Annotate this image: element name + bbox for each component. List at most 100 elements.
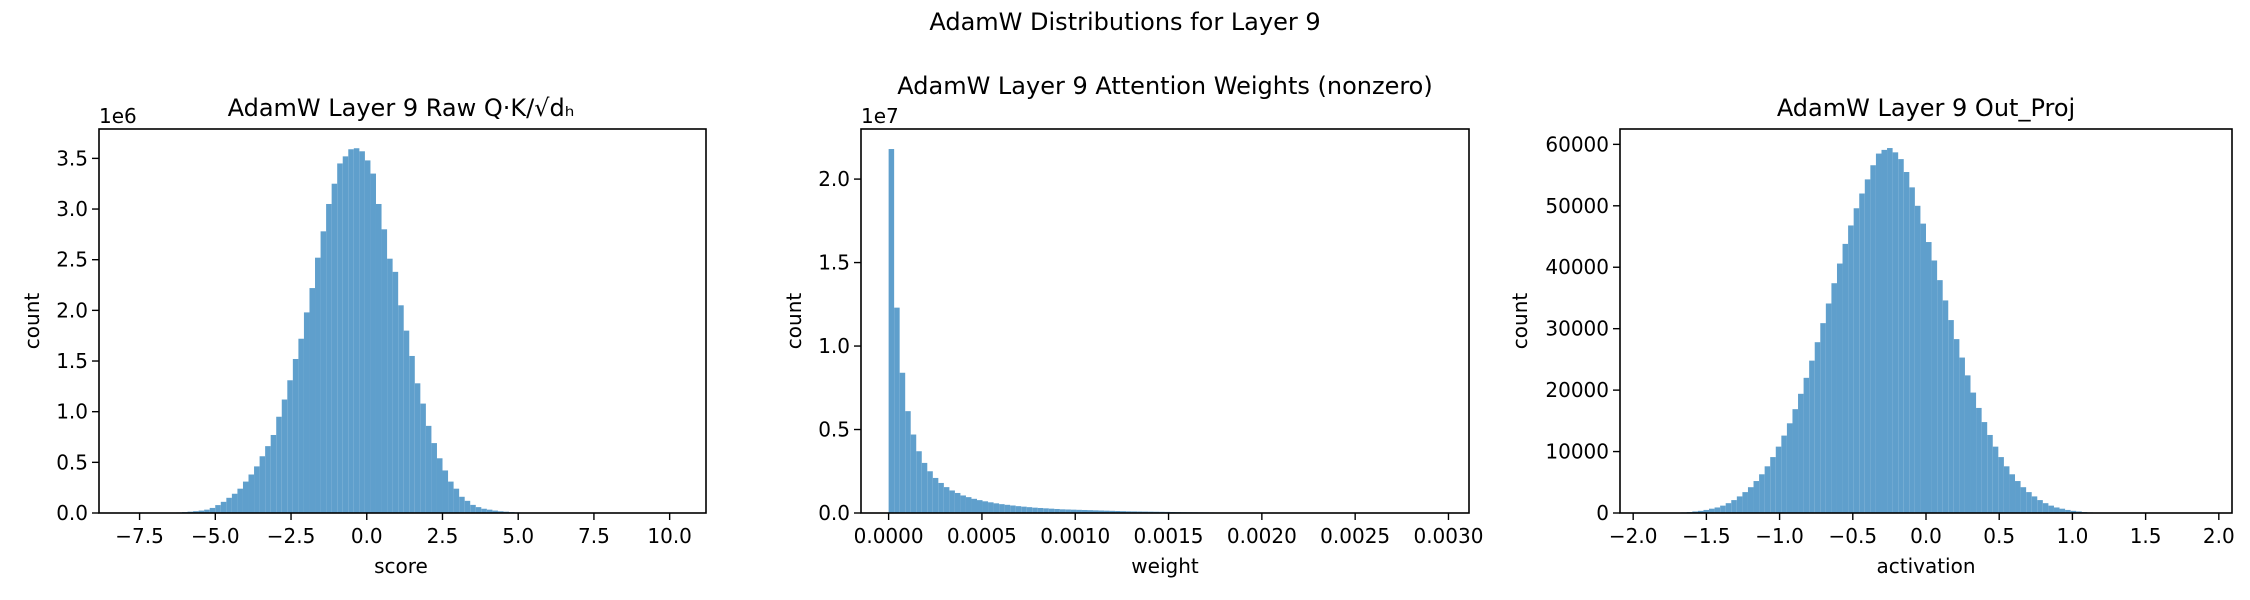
histogram-bar	[949, 490, 955, 513]
y-tick-label: 0	[1596, 501, 1609, 525]
histogram-bar	[464, 500, 471, 513]
histogram-bar	[1753, 481, 1760, 513]
histogram-bar	[392, 271, 399, 513]
histogram-bar	[943, 487, 950, 513]
histogram-bar	[193, 511, 199, 513]
histogram-bar	[2048, 505, 2054, 513]
histogram-bar	[1948, 320, 1954, 513]
histogram-bar	[1070, 509, 1077, 513]
histogram-bars	[888, 149, 1221, 513]
histogram-bar	[1120, 511, 1127, 513]
histogram-bar	[1087, 510, 1093, 513]
histogram-bar	[381, 229, 388, 513]
x-tick-label: 0.0	[1910, 524, 1942, 548]
histogram-bar	[1054, 508, 1060, 513]
histogram-bar	[220, 501, 227, 513]
histogram-bar	[442, 470, 449, 513]
y-tick-label: 2.5	[56, 248, 88, 272]
histogram-bar	[894, 307, 900, 513]
histogram-bar	[1697, 510, 1704, 513]
histogram-bar	[2070, 510, 2077, 513]
x-tick-label: 0.5	[1983, 524, 2015, 548]
histogram-bar	[1126, 511, 1132, 513]
x-tick-label: 10.0	[647, 524, 692, 548]
x-tick-label: 0.0020	[1227, 524, 1297, 548]
histogram-bar	[486, 509, 493, 513]
histogram-bar	[982, 501, 989, 513]
histogram-bar	[242, 481, 249, 513]
histogram-bar	[420, 403, 426, 513]
histogram-bar	[1898, 159, 1904, 514]
histogram-bar	[1731, 500, 1737, 513]
histogram-bar	[2031, 496, 2038, 513]
histogram-bar	[1043, 508, 1049, 513]
y-axis-label: count	[20, 293, 44, 350]
histogram-bar	[1853, 208, 1860, 513]
y-tick-label: 3.5	[56, 146, 88, 170]
histogram-bar	[1836, 263, 1843, 513]
figure-title: AdamW Distributions for Layer 9	[929, 8, 1320, 36]
y-axis-label: count	[782, 293, 806, 350]
histogram-bar	[1964, 375, 1971, 513]
histogram-bar	[387, 258, 393, 513]
histogram-bar	[1914, 205, 1921, 514]
y-tick-label: 2.0	[818, 167, 850, 191]
histogram-bar	[1842, 243, 1849, 513]
histogram-bar	[2059, 508, 2066, 513]
y-tick-label: 0.5	[818, 418, 850, 442]
histogram-bar	[1987, 434, 1993, 513]
histogram-bar	[1026, 507, 1033, 513]
histogram-bar	[2037, 500, 2043, 513]
histogram-bar	[1814, 342, 1821, 513]
x-tick-label: −1.0	[1755, 524, 1804, 548]
histogram-bar	[1048, 508, 1055, 513]
histogram-bars	[126, 148, 681, 514]
x-tick-label: 0.0015	[1134, 524, 1204, 548]
histogram-bar	[481, 508, 487, 513]
histogram-bar	[470, 504, 476, 513]
histogram-bar	[1786, 423, 1793, 513]
histogram-bar	[1725, 503, 1732, 513]
panel-title: AdamW Layer 9 Raw Q·K/√dₕ	[228, 94, 575, 122]
histogram-bar	[287, 380, 293, 513]
y-tick-label: 50000	[1545, 194, 1609, 218]
histogram-bar	[910, 434, 917, 513]
histogram-bar	[1942, 300, 1949, 513]
histogram-bar	[226, 497, 232, 513]
histogram-bar	[1881, 149, 1888, 513]
y-tick-label: 0.0	[56, 501, 88, 525]
histogram-bar	[1109, 510, 1116, 513]
axes-frame	[860, 128, 1470, 514]
histogram-bar	[1010, 505, 1016, 513]
histogram-bars	[1647, 148, 2149, 514]
histogram-bar	[1714, 507, 1721, 513]
y-tick-label: 0.5	[56, 450, 88, 474]
histogram-bar	[1115, 511, 1121, 513]
histogram-bar	[298, 338, 304, 513]
y-tick-label: 20000	[1545, 378, 1609, 402]
histogram-bar	[1870, 165, 1876, 513]
histogram-bar	[927, 471, 933, 513]
histogram-bar	[1759, 474, 1765, 513]
histogram-bar	[331, 183, 338, 513]
histogram-bar	[403, 330, 410, 513]
histogram-bar	[1803, 377, 1810, 513]
histogram-bar	[1981, 422, 1988, 513]
x-tick-label: −1.5	[1682, 524, 1731, 548]
histogram-bar	[254, 466, 260, 513]
histogram-bar	[960, 495, 966, 513]
histogram-bar	[2009, 474, 2016, 513]
histogram-bar	[1926, 242, 1932, 514]
histogram-bar	[2053, 507, 2060, 513]
x-axis-label: weight	[1131, 554, 1199, 578]
histogram-bar	[353, 148, 360, 513]
histogram-bar	[359, 151, 365, 514]
histogram-bar	[1903, 172, 1910, 513]
histogram-bar	[270, 434, 277, 513]
histogram-bar	[497, 511, 504, 513]
histogram-bar	[342, 156, 349, 514]
y-offset-text: 1e6	[99, 104, 137, 128]
y-tick-label: 60000	[1545, 132, 1609, 156]
x-tick-label: 1.5	[2130, 524, 2162, 548]
histogram-bar	[281, 399, 288, 513]
